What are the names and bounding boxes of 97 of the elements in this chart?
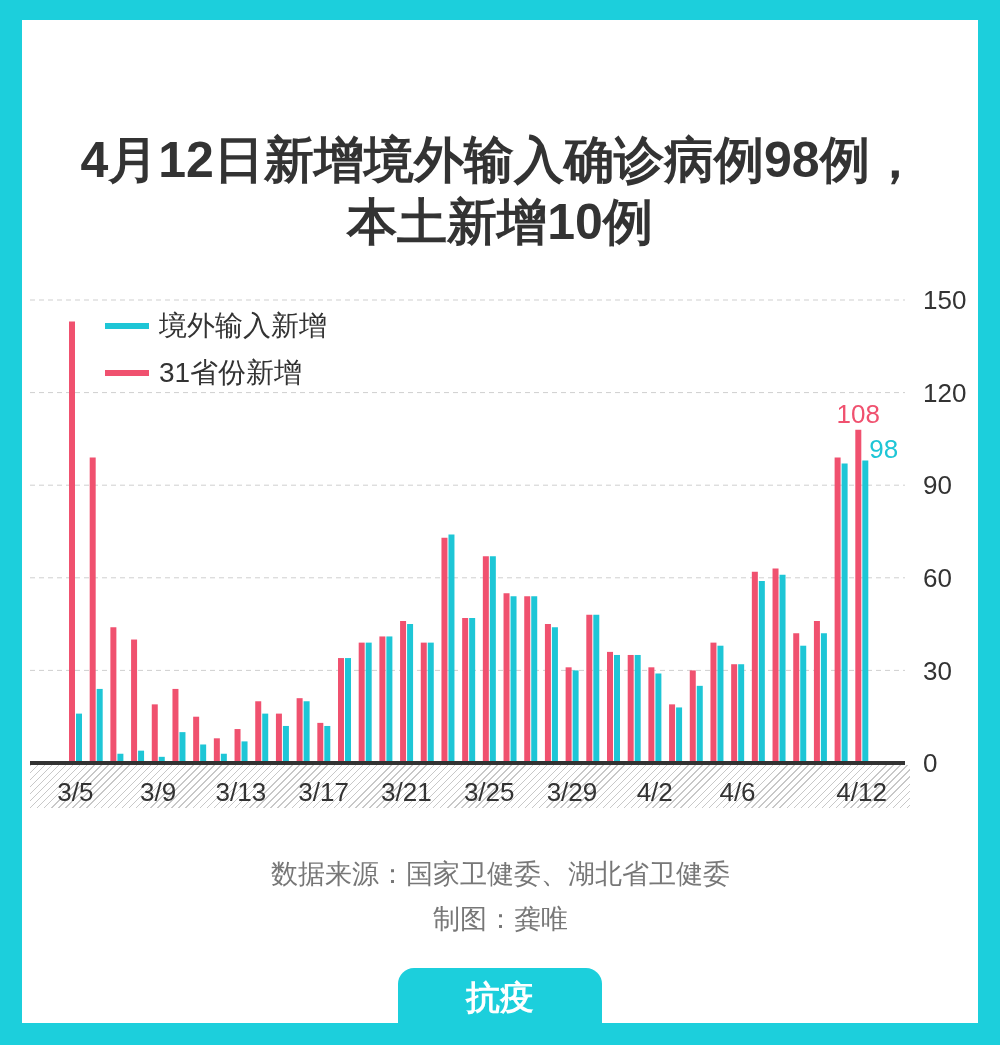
- bar: [213, 738, 220, 763]
- bar: [607, 651, 613, 763]
- source-note: 数据来源：国家卫健委、湖北省卫健委: [269, 858, 731, 891]
- bar: [710, 642, 717, 763]
- bar: [365, 642, 372, 763]
- bar: [731, 664, 738, 763]
- x-tick-label: 3/17: [298, 777, 349, 808]
- x-tick-label: 3/21: [381, 777, 432, 808]
- bar: [779, 574, 786, 763]
- x-tick-label: 3/9: [140, 777, 177, 808]
- bar: [627, 654, 634, 763]
- bar: [303, 701, 310, 763]
- bar: [200, 744, 207, 763]
- bar: [427, 642, 434, 763]
- bar: [820, 633, 827, 763]
- bar: [696, 685, 703, 763]
- bar: [772, 568, 779, 763]
- bar: [531, 596, 538, 763]
- bar: [379, 636, 386, 763]
- y-tick-label: 30: [923, 655, 952, 686]
- legend-label: 境外输入新增: [159, 308, 327, 343]
- bar: [862, 460, 869, 763]
- data-label: 108: [836, 398, 880, 429]
- bar: [482, 556, 489, 763]
- x-tick-label: 4/12: [836, 777, 887, 808]
- bar: [255, 701, 262, 763]
- bar: [400, 621, 407, 763]
- x-tick-label: 3/13: [215, 777, 267, 808]
- bar: [469, 617, 476, 763]
- y-tick-label: 0: [923, 748, 938, 779]
- bar: [69, 321, 75, 763]
- bar: [358, 642, 365, 763]
- bar: [407, 624, 414, 763]
- bar: [586, 614, 593, 763]
- bar: [193, 716, 200, 763]
- bar: [448, 534, 455, 763]
- x-tick-label: 3/29: [546, 777, 598, 808]
- bar: [834, 457, 841, 763]
- bar: [751, 571, 758, 763]
- text: 制图：龚唯: [431, 903, 569, 936]
- bar: [345, 658, 351, 763]
- bar: [758, 580, 765, 763]
- bar: [179, 732, 186, 763]
- bar: [441, 537, 448, 763]
- bar: [317, 722, 324, 763]
- bar: [634, 654, 641, 763]
- bar: [420, 642, 427, 763]
- bar: [131, 639, 138, 763]
- x-tick-label: 4/2: [636, 777, 673, 808]
- bar: [172, 688, 179, 763]
- bar: [648, 667, 655, 763]
- bar: [669, 704, 676, 763]
- bar: [151, 704, 158, 763]
- y-tick-label: 90: [923, 470, 952, 501]
- bar: [524, 596, 531, 763]
- bar: [841, 463, 848, 763]
- bar: [96, 688, 103, 763]
- bar: [593, 614, 600, 763]
- bar: [738, 664, 745, 763]
- bar: [386, 636, 393, 763]
- bar: [296, 698, 303, 763]
- bar: [855, 429, 862, 763]
- bar: [676, 707, 683, 763]
- bar: [655, 673, 662, 763]
- bar: [462, 617, 469, 763]
- bar: [800, 645, 807, 763]
- y-tick-label: 120: [923, 377, 967, 408]
- y-tick-label: 60: [923, 563, 952, 594]
- x-tick-label: 3/5: [57, 777, 94, 808]
- bar: [689, 670, 696, 763]
- x-tick-label: 4/6: [719, 777, 756, 808]
- bar: [234, 729, 241, 763]
- y-tick-label: 150: [923, 285, 967, 316]
- bar: [338, 658, 344, 763]
- chart-title: 4月12日新增境外输入确诊病例98例，本土新增10例: [79, 131, 921, 252]
- bar: [793, 633, 800, 763]
- bar: [813, 621, 820, 763]
- x-tick-label: 3/25: [463, 777, 515, 808]
- bar: [544, 624, 551, 763]
- bar: [275, 713, 282, 763]
- bar: [572, 670, 579, 763]
- bar: [503, 593, 510, 763]
- bar: [89, 457, 96, 763]
- bar: [324, 725, 331, 763]
- bar: [262, 713, 269, 763]
- legend-label: 31省份新增: [159, 355, 303, 390]
- bar: [551, 627, 558, 763]
- bar: [241, 741, 248, 763]
- bar: [489, 556, 496, 763]
- data-label: 98: [869, 433, 899, 464]
- bar: [614, 654, 620, 763]
- bar: [565, 667, 572, 763]
- bar: [76, 713, 82, 763]
- bar: [717, 645, 724, 763]
- bar: [510, 596, 517, 763]
- bar: [110, 627, 117, 763]
- bar: [282, 725, 289, 763]
